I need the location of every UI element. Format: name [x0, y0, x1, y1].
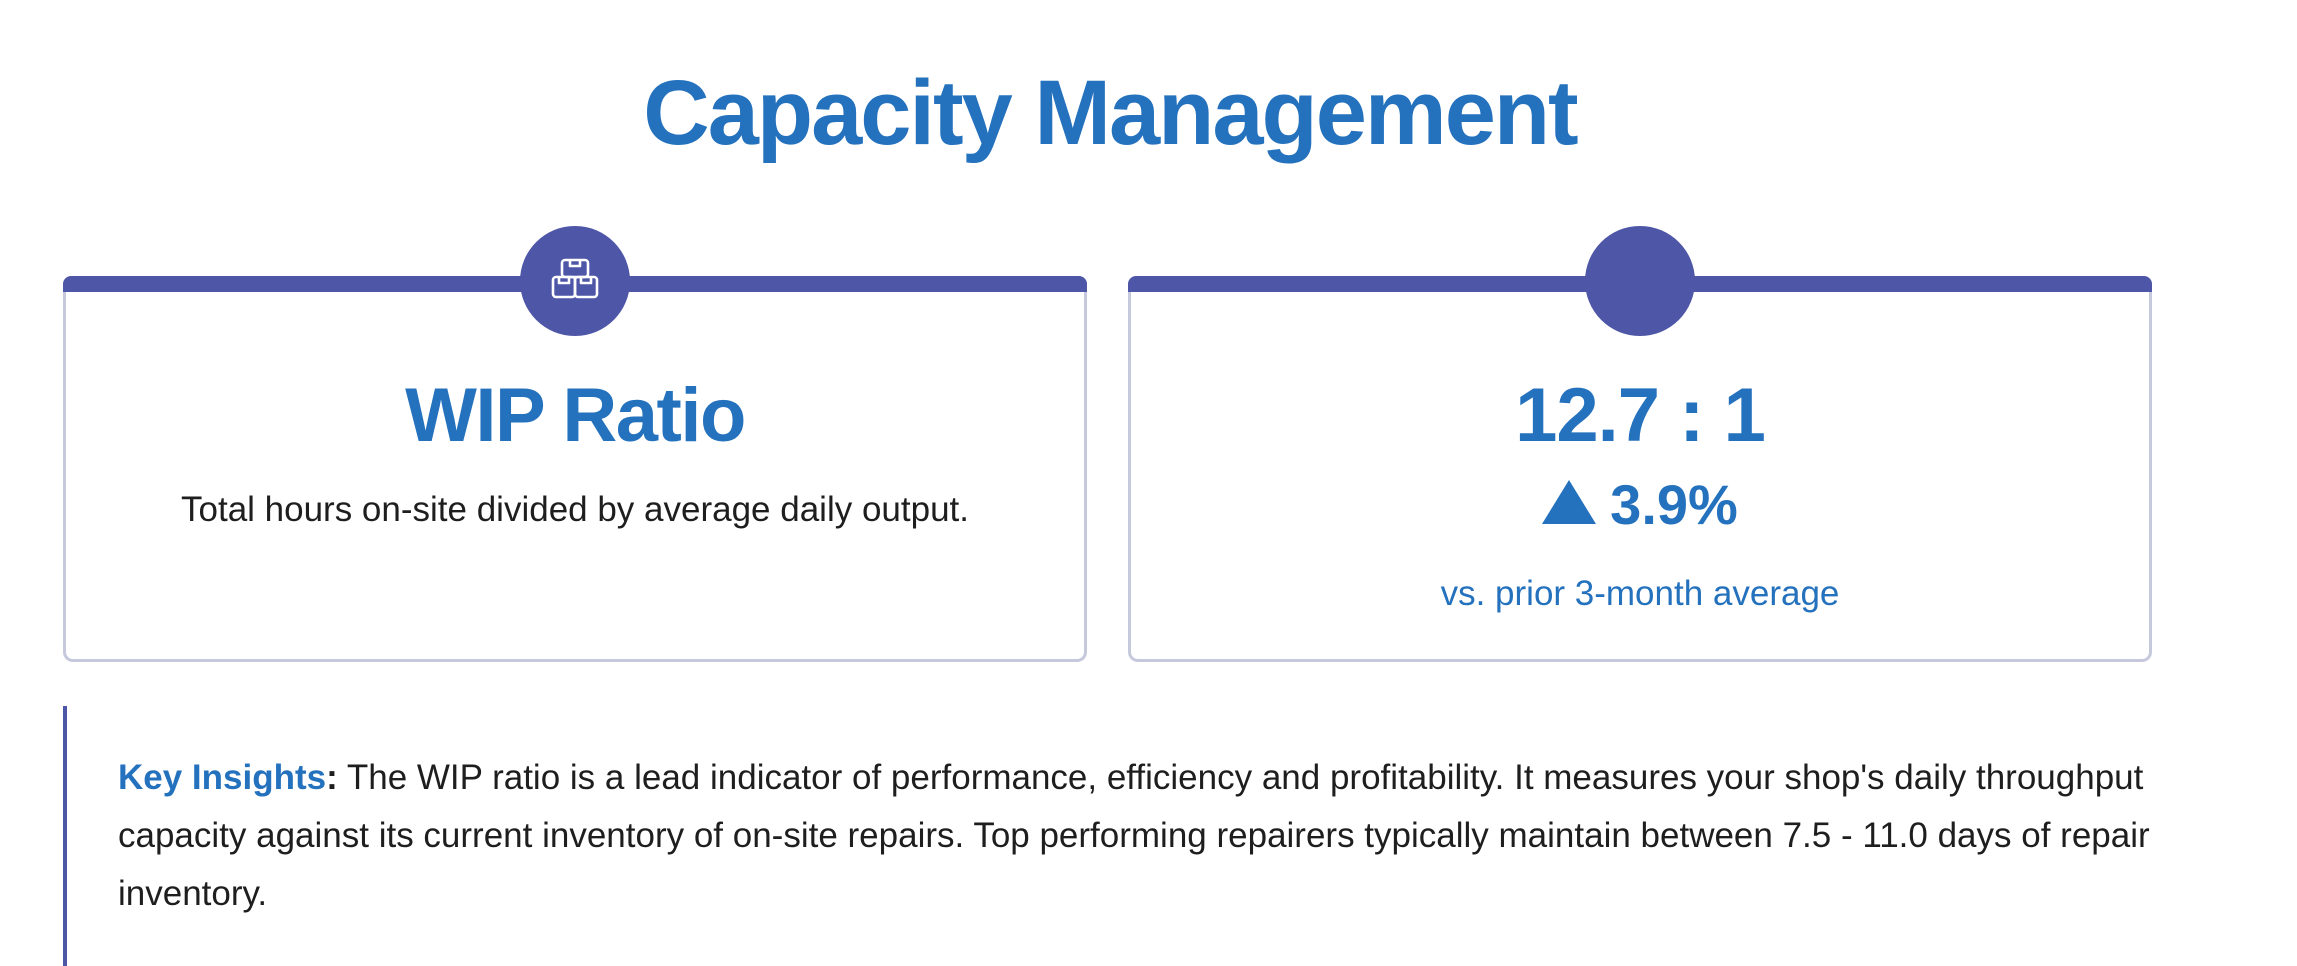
boxes-icon — [551, 257, 599, 306]
kpi-change: 3.9% — [1131, 474, 2149, 536]
card-title: WIP Ratio — [405, 373, 746, 458]
page-title: Capacity Management — [643, 62, 1578, 164]
kpi-value: 12.7 : 1 — [1515, 373, 1766, 458]
triangle-up-icon — [1542, 474, 1597, 536]
wip-ratio-badge — [520, 226, 630, 336]
wip-ratio-card: WIP Ratio Total hours on-site divided by… — [63, 226, 1087, 662]
kpi-badge — [1585, 226, 1695, 336]
kpi-card: 12.7 : 1 3.9% vs. prior 3-month average — [1128, 226, 2152, 662]
kpi-change-value: 3.9% — [1610, 473, 1738, 536]
insights-text: The WIP ratio is a lead indicator of per… — [118, 758, 2150, 913]
insights-label: Key Insights — [118, 758, 327, 797]
insights-colon: : — [326, 758, 338, 797]
card-description: Total hours on-site divided by average d… — [181, 490, 969, 529]
key-insights: Key Insights: The WIP ratio is a lead in… — [63, 706, 2163, 966]
kpi-comparison: vs. prior 3-month average — [1440, 574, 1840, 613]
